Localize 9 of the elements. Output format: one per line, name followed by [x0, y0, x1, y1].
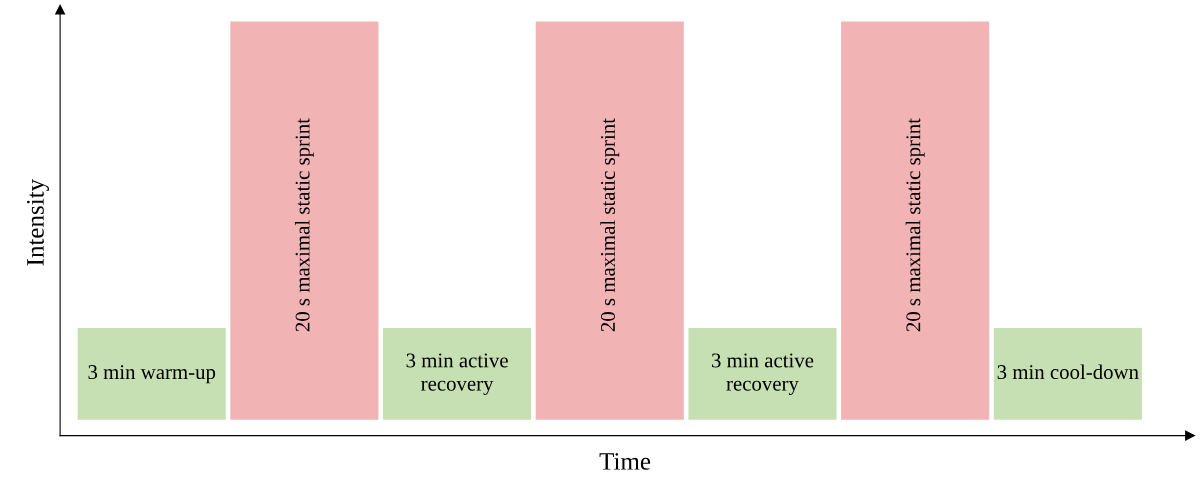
y-axis-title: Intensity [27, 178, 49, 266]
x-tick-label: 20 s maximal static sprint [600, 118, 620, 332]
x-tick-label: 3 min active recovery [711, 353, 814, 395]
x-tick-label: 20 s maximal static sprint [294, 118, 314, 332]
x-axis-title: Time [599, 453, 651, 470]
x-tick-label: 3 min active recovery [406, 353, 508, 395]
x-tick-label: 3 min cool-down [997, 364, 1139, 380]
x-tick-label: 3 min warm-up [88, 365, 216, 384]
x-tick-label: 20 s maximal static sprint [905, 118, 925, 332]
